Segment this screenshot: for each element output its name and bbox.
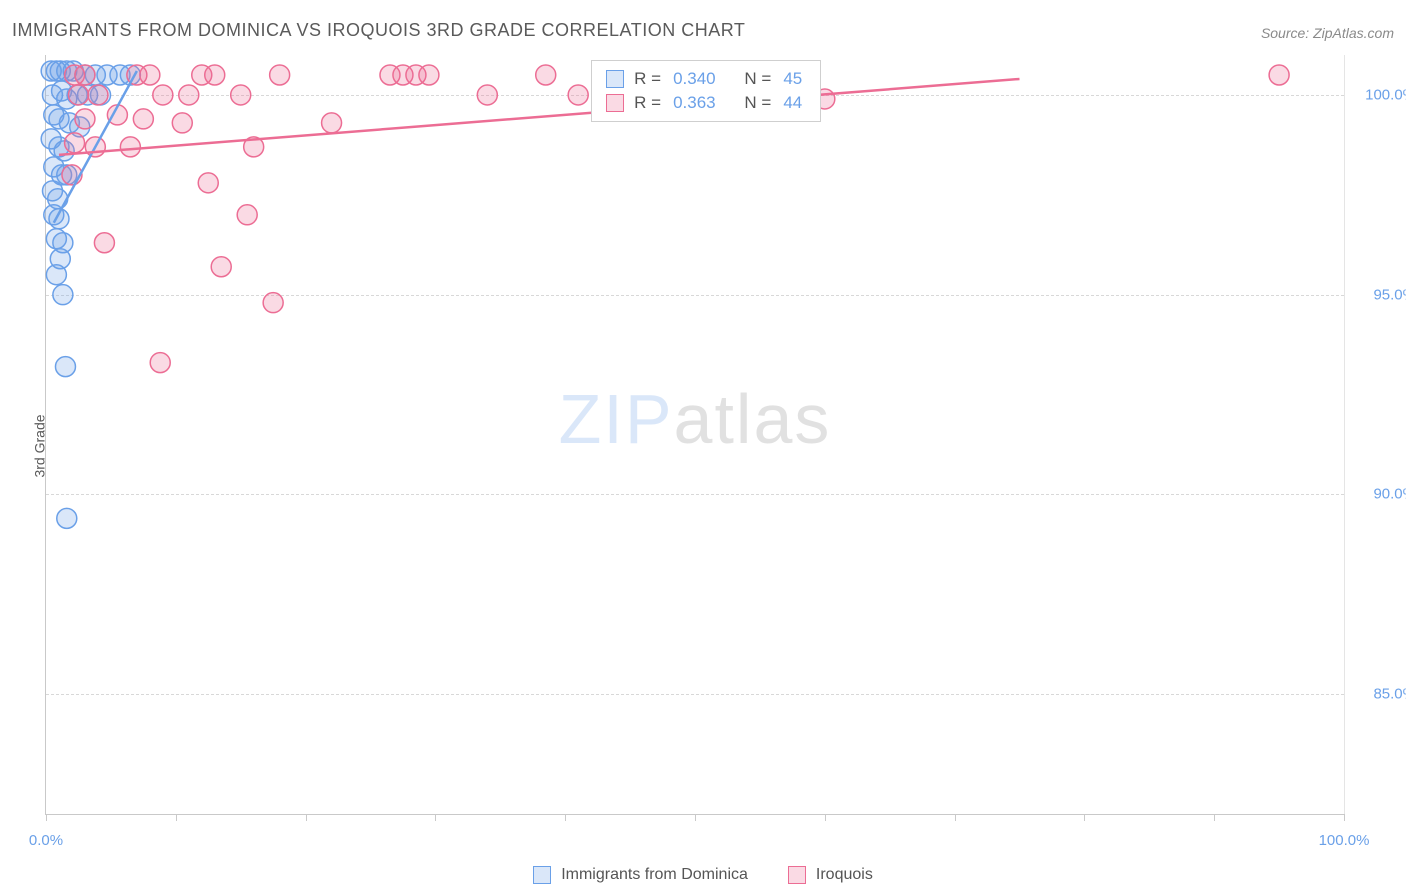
plot-area: ZIPatlas R = 0.340 N = 45 R = 0.363 N = … xyxy=(45,55,1345,815)
data-point-iroquois xyxy=(153,85,173,105)
n-label: N = xyxy=(744,69,771,89)
data-point-iroquois xyxy=(75,109,95,129)
legend-label-iroquois: Iroquois xyxy=(816,866,873,884)
data-point-iroquois xyxy=(231,85,251,105)
data-point-iroquois xyxy=(205,65,225,85)
stat-row-dominica: R = 0.340 N = 45 xyxy=(606,67,806,91)
x-tick xyxy=(1214,814,1215,821)
data-point-iroquois xyxy=(211,257,231,277)
data-point-iroquois xyxy=(270,65,290,85)
data-point-iroquois xyxy=(322,113,342,133)
y-tick-label: 90.0% xyxy=(1351,486,1406,503)
legend-item-iroquois: Iroquois xyxy=(788,866,873,884)
x-tick xyxy=(1084,814,1085,821)
y-tick-label: 85.0% xyxy=(1351,686,1406,703)
legend-item-dominica: Immigrants from Dominica xyxy=(533,866,748,884)
swatch-iroquois xyxy=(788,866,806,884)
data-point-iroquois xyxy=(65,133,85,153)
data-point-dominica xyxy=(55,357,75,377)
data-point-iroquois xyxy=(172,113,192,133)
data-point-iroquois xyxy=(150,353,170,373)
y-tick-label: 95.0% xyxy=(1351,286,1406,303)
x-tick xyxy=(176,814,177,821)
n-value-dominica: 45 xyxy=(783,69,802,89)
data-point-iroquois xyxy=(263,293,283,313)
x-tick-label: 100.0% xyxy=(1319,832,1370,849)
swatch-iroquois xyxy=(606,94,624,112)
r-label: R = xyxy=(634,93,661,113)
data-point-dominica xyxy=(46,265,66,285)
scatter-svg xyxy=(46,55,1344,814)
data-point-iroquois xyxy=(568,85,588,105)
x-tick xyxy=(46,814,47,821)
data-point-dominica xyxy=(53,285,73,305)
trend-line-iroquois xyxy=(59,79,1020,155)
data-point-iroquois xyxy=(198,173,218,193)
r-value-iroquois: 0.363 xyxy=(673,93,716,113)
legend-label-dominica: Immigrants from Dominica xyxy=(561,866,748,884)
data-point-iroquois xyxy=(536,65,556,85)
x-tick-label: 0.0% xyxy=(29,832,63,849)
data-point-iroquois xyxy=(133,109,153,129)
swatch-dominica xyxy=(606,70,624,88)
data-point-iroquois xyxy=(179,85,199,105)
n-value-iroquois: 44 xyxy=(783,93,802,113)
data-point-iroquois xyxy=(477,85,497,105)
x-tick xyxy=(1344,814,1345,821)
data-point-iroquois xyxy=(140,65,160,85)
chart-title: IMMIGRANTS FROM DOMINICA VS IROQUOIS 3RD… xyxy=(12,20,745,41)
n-label: N = xyxy=(744,93,771,113)
data-point-dominica xyxy=(57,508,77,528)
x-tick xyxy=(955,814,956,821)
x-tick xyxy=(306,814,307,821)
data-point-iroquois xyxy=(94,233,114,253)
x-tick xyxy=(435,814,436,821)
x-tick xyxy=(695,814,696,821)
x-tick xyxy=(565,814,566,821)
y-tick-label: 100.0% xyxy=(1351,86,1406,103)
correlation-legend-box: R = 0.340 N = 45 R = 0.363 N = 44 xyxy=(591,60,821,122)
data-point-iroquois xyxy=(419,65,439,85)
data-point-iroquois xyxy=(68,85,88,105)
stat-row-iroquois: R = 0.363 N = 44 xyxy=(606,91,806,115)
data-point-iroquois xyxy=(75,65,95,85)
r-label: R = xyxy=(634,69,661,89)
source-credit: Source: ZipAtlas.com xyxy=(1261,25,1394,41)
data-point-iroquois xyxy=(1269,65,1289,85)
data-point-iroquois xyxy=(88,85,108,105)
r-value-dominica: 0.340 xyxy=(673,69,716,89)
x-tick xyxy=(825,814,826,821)
bottom-legend: Immigrants from Dominica Iroquois xyxy=(0,866,1406,884)
data-point-iroquois xyxy=(120,137,140,157)
data-point-iroquois xyxy=(237,205,257,225)
swatch-dominica xyxy=(533,866,551,884)
